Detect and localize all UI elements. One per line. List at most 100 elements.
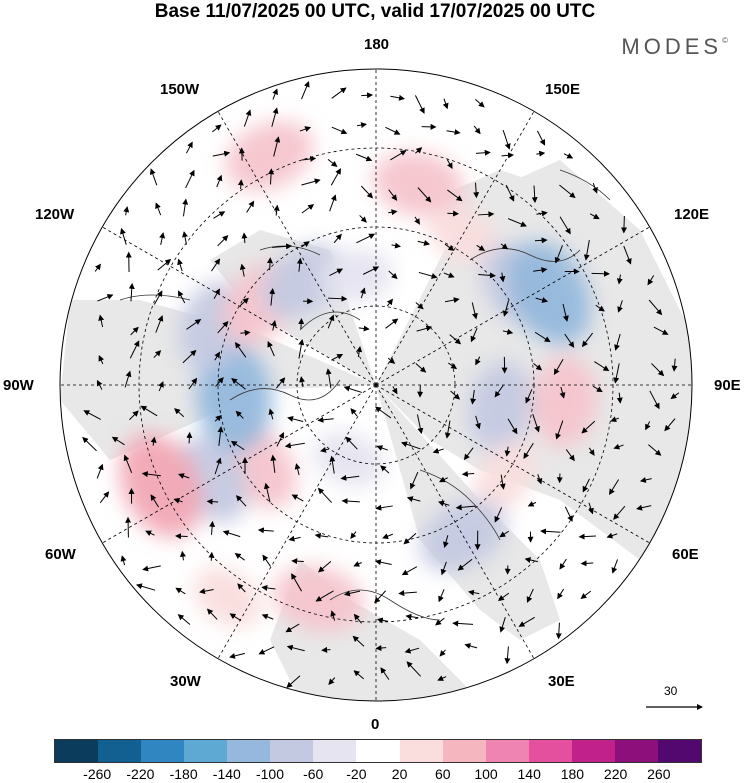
wind-vector (141, 471, 161, 478)
wind-vector (499, 530, 510, 538)
wind-vector (353, 561, 362, 567)
colorbar-cell (571, 740, 615, 762)
copyright-mark: © (722, 36, 728, 45)
wind-vector (524, 557, 538, 563)
wind-vector (149, 168, 158, 186)
wind-vector (177, 258, 183, 272)
wind-vector (470, 327, 478, 343)
wind-vector (353, 670, 364, 680)
wind-vector (298, 338, 305, 359)
wind-vector (620, 215, 627, 234)
wind-vector (523, 442, 534, 460)
wind-vector (217, 235, 229, 247)
wind-vector (463, 447, 474, 461)
wind-vector (438, 589, 445, 603)
wind-vector (499, 272, 506, 283)
wind-vector (258, 646, 275, 655)
wind-vector (276, 432, 284, 447)
wind-vector (405, 613, 419, 620)
wind-vector (501, 152, 515, 159)
colorbar-tick-label: -180 (169, 766, 198, 782)
wind-vector (499, 474, 506, 490)
wind-vector (301, 80, 310, 100)
wind-vector (214, 457, 222, 475)
wind-vector (271, 243, 293, 250)
wind-vector (356, 153, 373, 162)
wind-vector (562, 303, 569, 322)
colorbar-tick-label: 20 (391, 766, 408, 782)
wind-vector (442, 98, 449, 110)
wind-vector (294, 463, 301, 476)
wind-vector (331, 126, 348, 135)
wind-vector (239, 263, 246, 277)
colorbar (54, 739, 702, 763)
wind-vector (318, 560, 332, 573)
wind-vector (175, 587, 186, 595)
wind-vector (230, 440, 245, 451)
wind-vector (257, 527, 274, 534)
wind-vector (182, 231, 188, 245)
wind-vector (533, 267, 548, 274)
lon-label-0: 0 (371, 716, 380, 733)
wind-vector (450, 390, 461, 400)
lon-label-120w: 120W (35, 206, 75, 223)
wind-vector (321, 646, 331, 653)
wind-vector (409, 471, 419, 490)
coastline (299, 311, 361, 331)
wind-vector (111, 436, 125, 446)
wind-vector (437, 675, 447, 681)
wind-vector (648, 299, 663, 316)
wind-vector (525, 389, 533, 404)
wind-vector (357, 122, 368, 129)
meridian-line (375, 384, 650, 544)
wind-vector (391, 242, 401, 249)
wind-vector (475, 99, 485, 108)
wind-vector (206, 608, 218, 620)
wind-vector (276, 377, 286, 389)
wind-vector (241, 232, 248, 244)
wind-vector (617, 300, 623, 313)
wind-vector (536, 210, 548, 217)
map-border (59, 68, 693, 702)
wind-vector (374, 590, 387, 604)
wind-vector (296, 257, 303, 272)
colorbar-cell (98, 740, 142, 762)
wind-vector (362, 266, 380, 275)
coastline (419, 469, 501, 541)
wind-vector (578, 533, 596, 540)
wind-vector (588, 502, 594, 515)
wind-vector (388, 209, 398, 216)
colorbar-tick-label: -20 (346, 766, 367, 782)
colorbar-cell (399, 740, 443, 762)
wind-vector (327, 158, 338, 167)
colorbar-tick-label: -60 (303, 766, 324, 782)
wind-vector (639, 477, 652, 483)
wind-vector (350, 531, 357, 539)
wind-vector (416, 414, 424, 435)
wind-vector (446, 159, 453, 170)
wind-vector (540, 528, 561, 535)
wind-vector (444, 243, 455, 251)
wind-vector (129, 340, 140, 359)
wind-vector (559, 386, 566, 399)
colorbar-tick-label: -140 (212, 766, 241, 782)
colorbar-tick-label: -260 (83, 766, 112, 782)
negative-anomaly (419, 499, 506, 572)
wind-vector (648, 444, 662, 456)
wind-vector (534, 237, 548, 244)
wind-vector (136, 583, 156, 591)
wind-vector (610, 416, 620, 423)
wind-vector (208, 551, 215, 561)
wind-vector (350, 408, 358, 417)
wind-vector (580, 590, 592, 600)
wind-vector (403, 532, 417, 545)
wind-vector (153, 290, 163, 305)
colorbar-cell (614, 740, 658, 762)
wind-vector (417, 187, 432, 203)
colorbar-tick-label: 60 (435, 766, 451, 782)
wind-vector (499, 617, 506, 633)
wind-vector (328, 295, 348, 302)
wind-vector (273, 204, 280, 216)
wind-vector (647, 275, 655, 286)
colorbar-cell (442, 740, 486, 762)
